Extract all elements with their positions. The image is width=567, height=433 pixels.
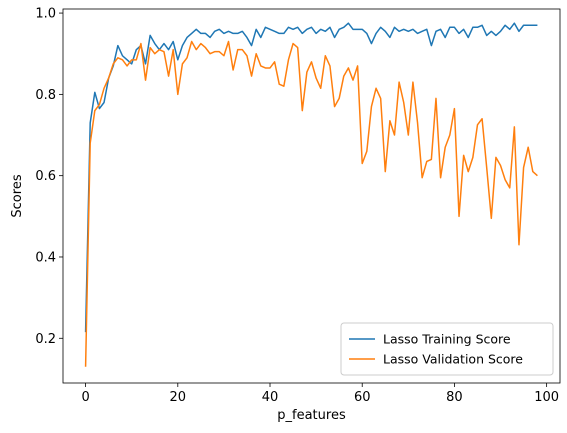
series-line-0	[84, 22, 538, 333]
x-tick-label: 100	[534, 390, 559, 405]
legend-box	[340, 322, 554, 376]
legend-label-0: Lasso Training Score	[383, 332, 511, 347]
y-tick-label: 0.8	[35, 88, 56, 103]
x-tick-label: 20	[170, 390, 187, 405]
series-line-1	[84, 40, 538, 367]
y-axis-ticks: 0.2 0.4 0.6 0.8 1.0	[35, 7, 63, 347]
x-tick-label: 80	[446, 390, 463, 405]
x-tick-label: 60	[354, 390, 371, 405]
x-tick-label: 40	[262, 390, 279, 405]
y-tick-label: 0.4	[35, 250, 56, 265]
plot-lines	[84, 22, 538, 367]
legend: Lasso Training Score Lasso Validation Sco…	[340, 322, 554, 376]
y-axis-label: Scores	[10, 174, 25, 217]
legend-label-1: Lasso Validation Score	[383, 352, 523, 367]
x-tick-label: 0	[81, 390, 89, 405]
y-tick-label: 0.6	[35, 169, 56, 184]
y-tick-label: 1.0	[35, 7, 56, 22]
y-tick-label: 0.2	[35, 332, 56, 347]
x-axis-label: p_features	[277, 408, 346, 423]
plot-frame	[62, 8, 561, 384]
x-axis-ticks: 0 20 40 60 80 100	[81, 383, 559, 405]
